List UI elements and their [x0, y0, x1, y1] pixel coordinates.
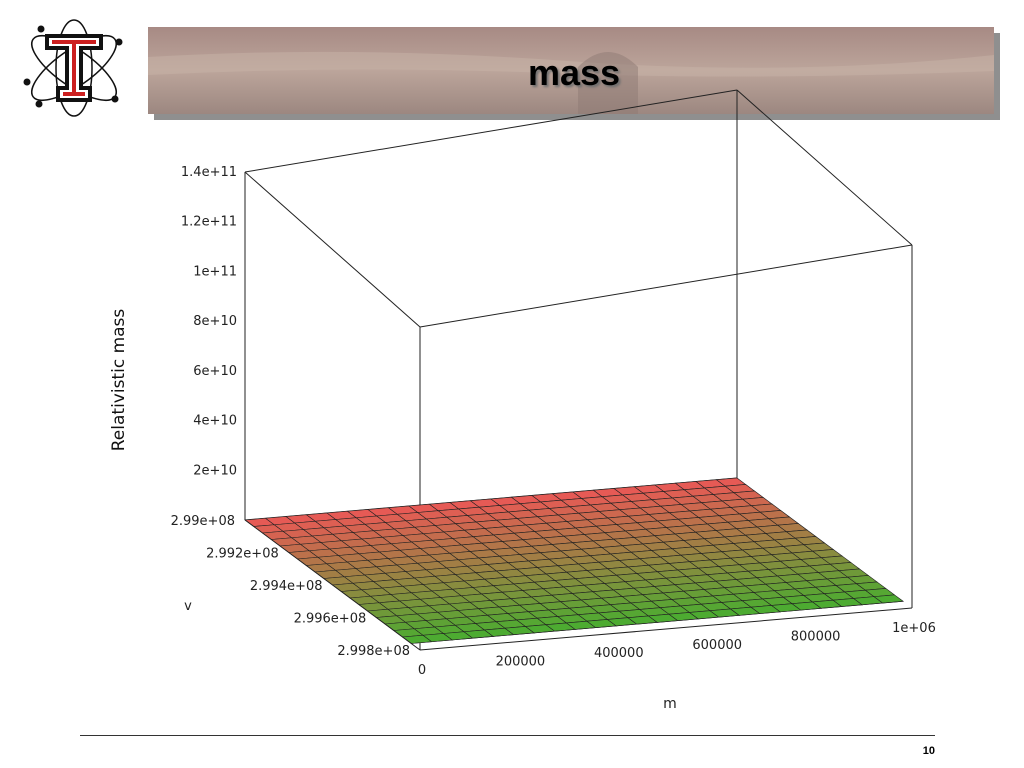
x-tick-label: 0: [418, 663, 426, 678]
x-axis-label: m: [663, 696, 677, 712]
y-tick: [325, 585, 333, 586]
x-tick: [420, 650, 421, 658]
y-tick: [281, 553, 289, 554]
y-tick-label: 2.994e+08: [250, 579, 323, 594]
z-tick-label: 2e+10: [193, 463, 237, 478]
z-axis-label: Relativistic mass: [109, 309, 129, 452]
y-tick: [237, 520, 245, 521]
y-tick: [368, 618, 376, 619]
y-tick-label: 2.992e+08: [206, 547, 279, 562]
plot-box-front-edges: [244, 245, 913, 651]
box-edge: [419, 607, 913, 651]
x-tick-label: 1e+06: [892, 621, 936, 636]
z-tick-label: 4e+10: [193, 414, 237, 429]
z-tick-label: 1e+11: [193, 264, 237, 279]
y-tick: [412, 650, 420, 651]
box-edge: [244, 519, 421, 651]
z-tick-label: 1.4e+11: [181, 165, 237, 180]
surface-mesh: [244, 477, 905, 644]
double-t-emblem: [45, 34, 103, 102]
slide-title: mass: [527, 52, 621, 93]
page-number: 10: [922, 745, 935, 757]
x-tick-label: 600000: [692, 638, 742, 653]
y-tick-label: 2.99e+08: [171, 514, 235, 529]
x-tick-label: 200000: [496, 655, 546, 670]
footer-divider: [80, 735, 935, 736]
x-tick-label: 400000: [594, 646, 644, 661]
x-tick: [518, 642, 519, 650]
x-tick-label: 800000: [791, 629, 841, 644]
texas-tech-atom-logo: [23, 19, 123, 117]
box-edge: [419, 244, 913, 328]
y-tick-label: 2.996e+08: [294, 612, 367, 627]
y-axis: 2.99e+08 2.992e+08 2.994e+08 2.996e+08 2.998…: [171, 514, 420, 659]
z-tick-label: 6e+10: [193, 364, 237, 379]
x-tick: [912, 608, 913, 616]
x-tick: [814, 616, 815, 624]
x-tick: [715, 625, 716, 633]
x-axis: 0 200000 400000 600000 800000 1e+06: [418, 608, 936, 678]
z-tick-label: 8e+10: [193, 314, 237, 329]
x-tick: [617, 633, 618, 641]
y-tick-label: 2.998e+08: [337, 644, 410, 659]
z-axis: 2e+10 4e+10 6e+10 8e+10 1e+11 1.2e+11 1.4e+11: [181, 165, 237, 478]
z-tick-label: 1.2e+11: [181, 215, 237, 230]
box-edge: [244, 89, 738, 173]
surface-cell: [882, 601, 904, 604]
title-banner: [148, 27, 1000, 120]
box-edge: [736, 89, 913, 246]
y-axis-label: v: [184, 599, 192, 614]
box-edge: [244, 171, 421, 328]
